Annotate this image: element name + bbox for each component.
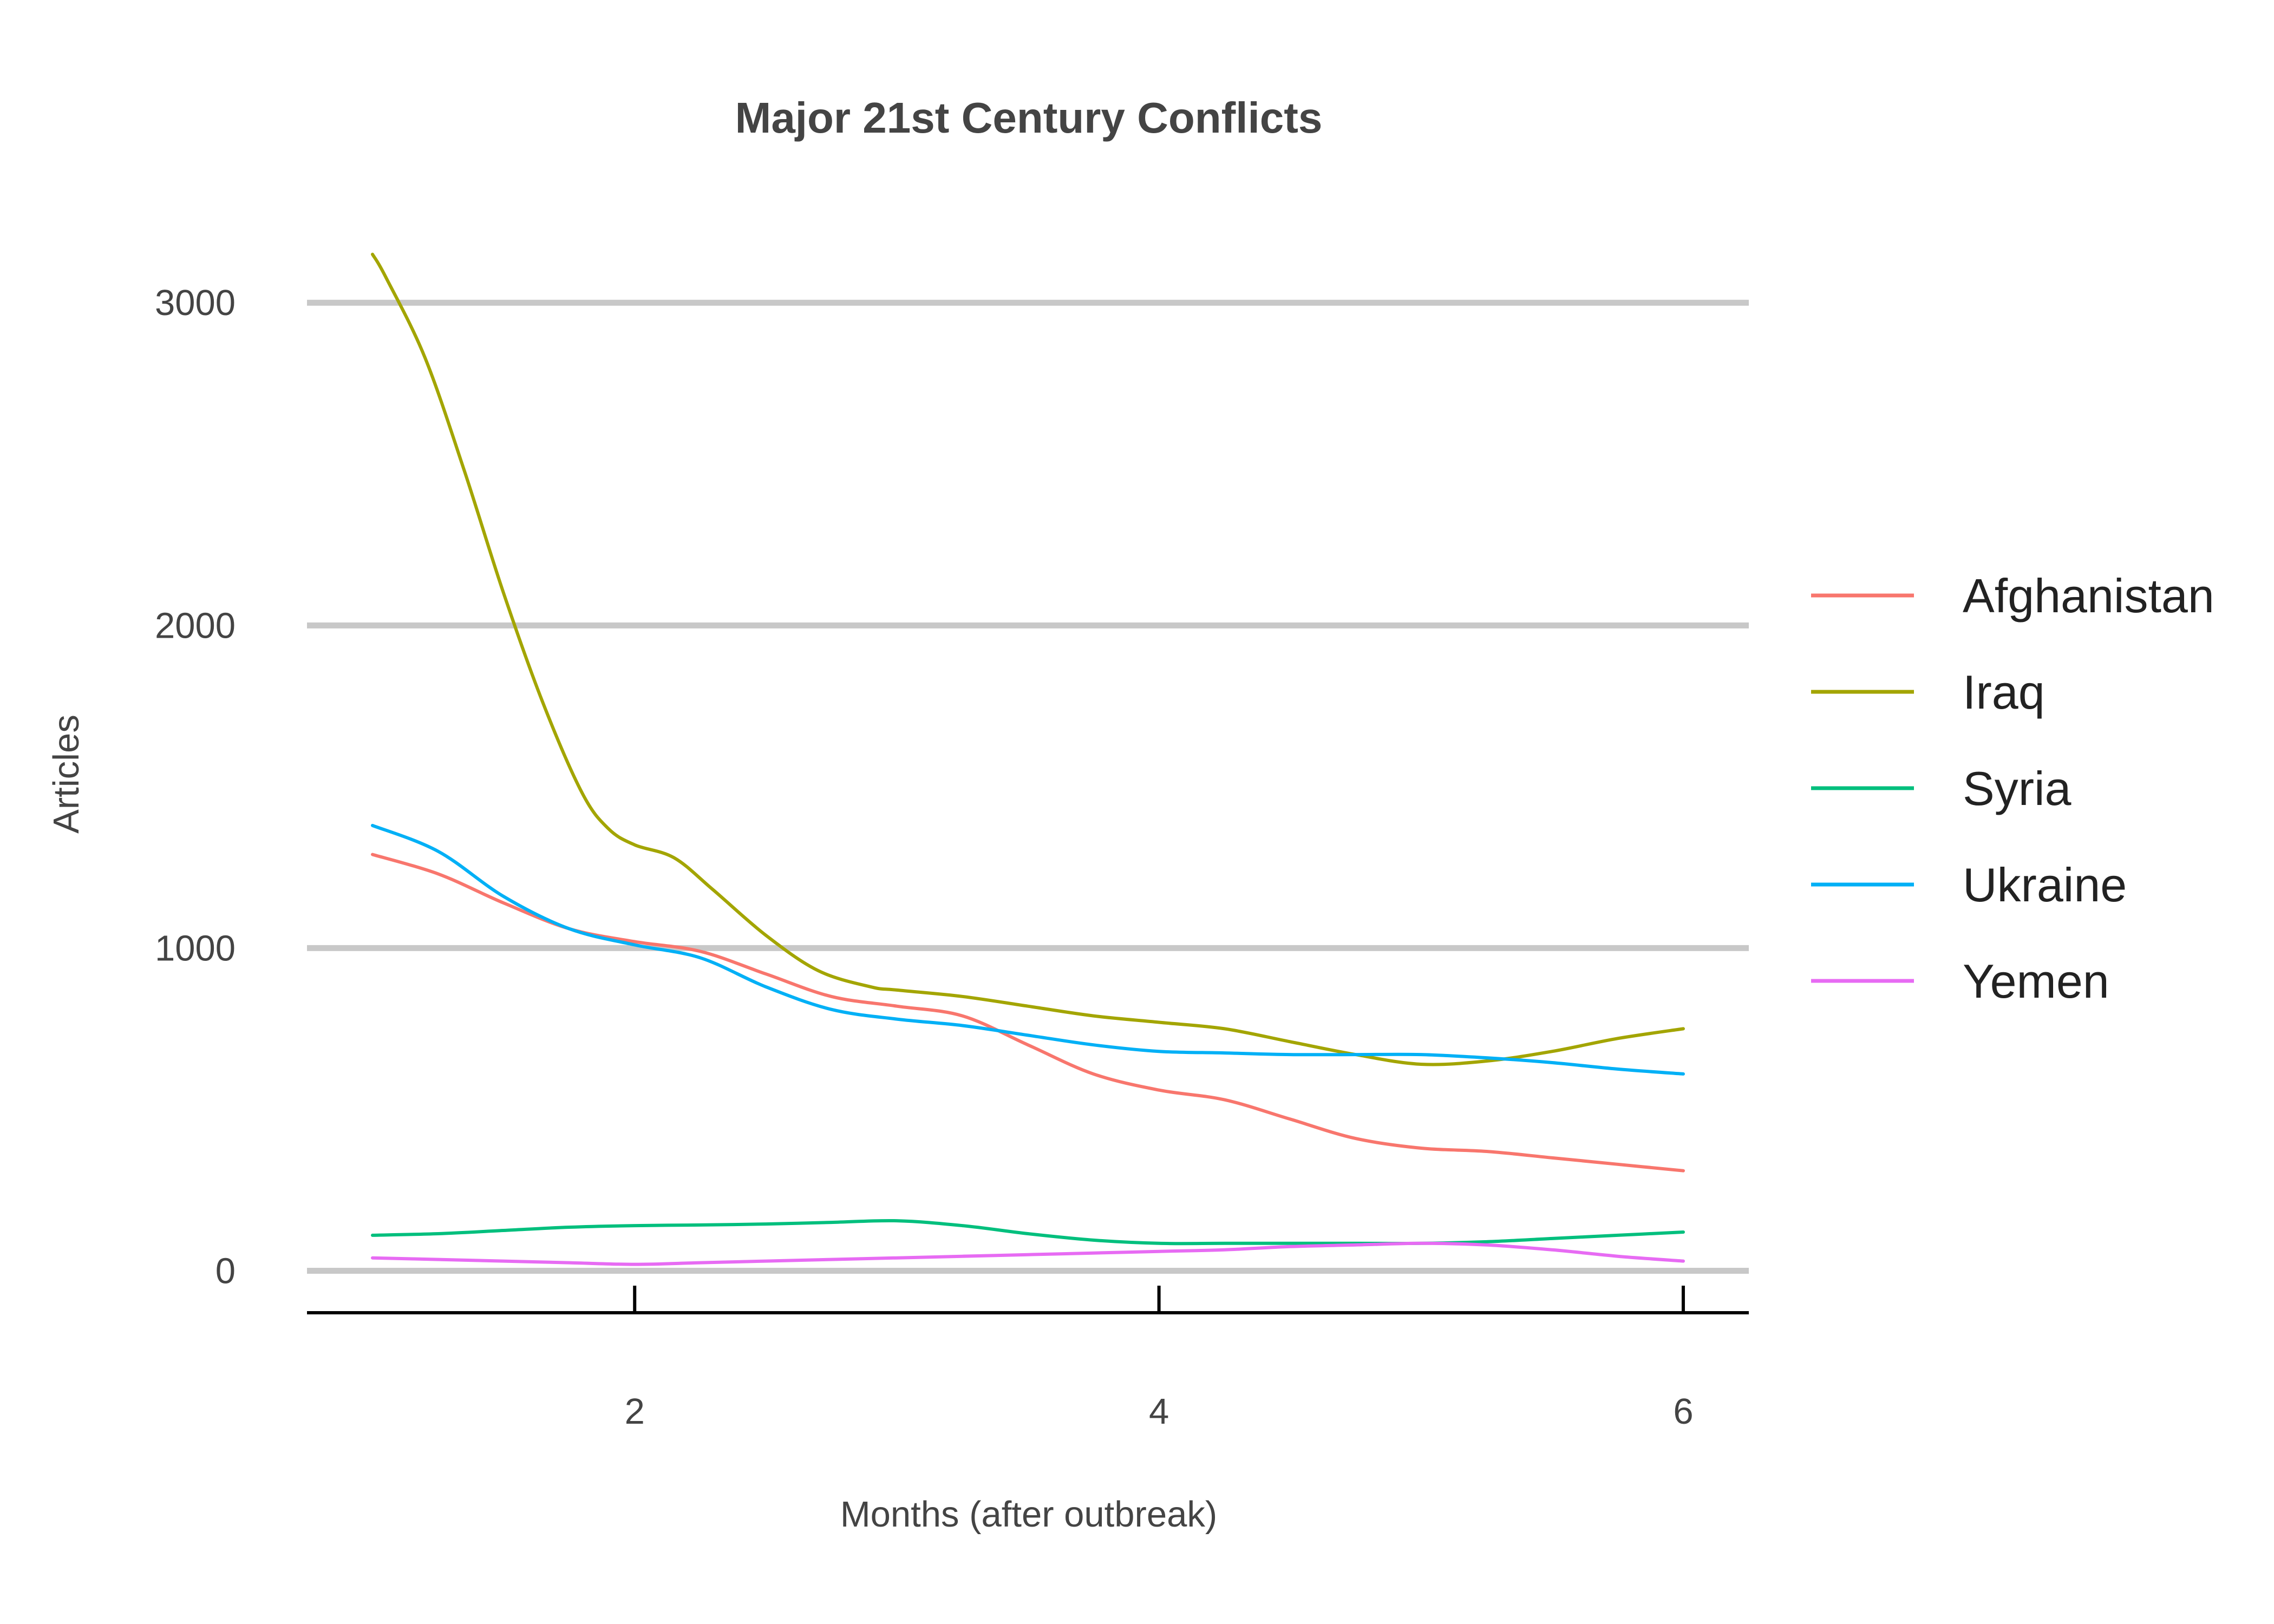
series-line-afghanistan	[371, 853, 1685, 1173]
series-line-yemen	[371, 1241, 1685, 1266]
legend-label-iraq: Iraq	[1963, 665, 2045, 719]
legend: Afghanistan Iraq Syria Ukraine Yemen	[1811, 569, 2214, 1008]
legend-label-syria: Syria	[1963, 762, 2072, 815]
series-line-iraq	[371, 252, 1685, 1066]
x-axis-ticks: 2 4 6	[625, 1286, 1694, 1432]
chart-title: Major 21st Century Conflicts	[735, 94, 1323, 142]
x-axis-label: Months (after outbreak)	[840, 1494, 1217, 1535]
legend-label-afghanistan: Afghanistan	[1963, 569, 2214, 623]
y-tick-label: 2000	[155, 605, 236, 646]
x-tick-label: 2	[625, 1391, 645, 1432]
series-line-ukraine	[371, 823, 1685, 1076]
y-tick-label: 0	[215, 1251, 236, 1292]
series-line-syria	[371, 1219, 1685, 1246]
y-axis-ticks: 0 1000 2000 3000	[155, 283, 236, 1291]
x-tick-label: 4	[1149, 1391, 1169, 1432]
y-tick-label: 3000	[155, 283, 236, 323]
y-axis-label: Articles	[46, 715, 87, 834]
y-tick-label: 1000	[155, 928, 236, 968]
gridlines	[307, 299, 1749, 1274]
x-tick-label: 6	[1673, 1391, 1693, 1432]
legend-label-ukraine: Ukraine	[1963, 858, 2127, 912]
legend-label-yemen: Yemen	[1963, 954, 2109, 1008]
series-lines	[371, 252, 1685, 1266]
